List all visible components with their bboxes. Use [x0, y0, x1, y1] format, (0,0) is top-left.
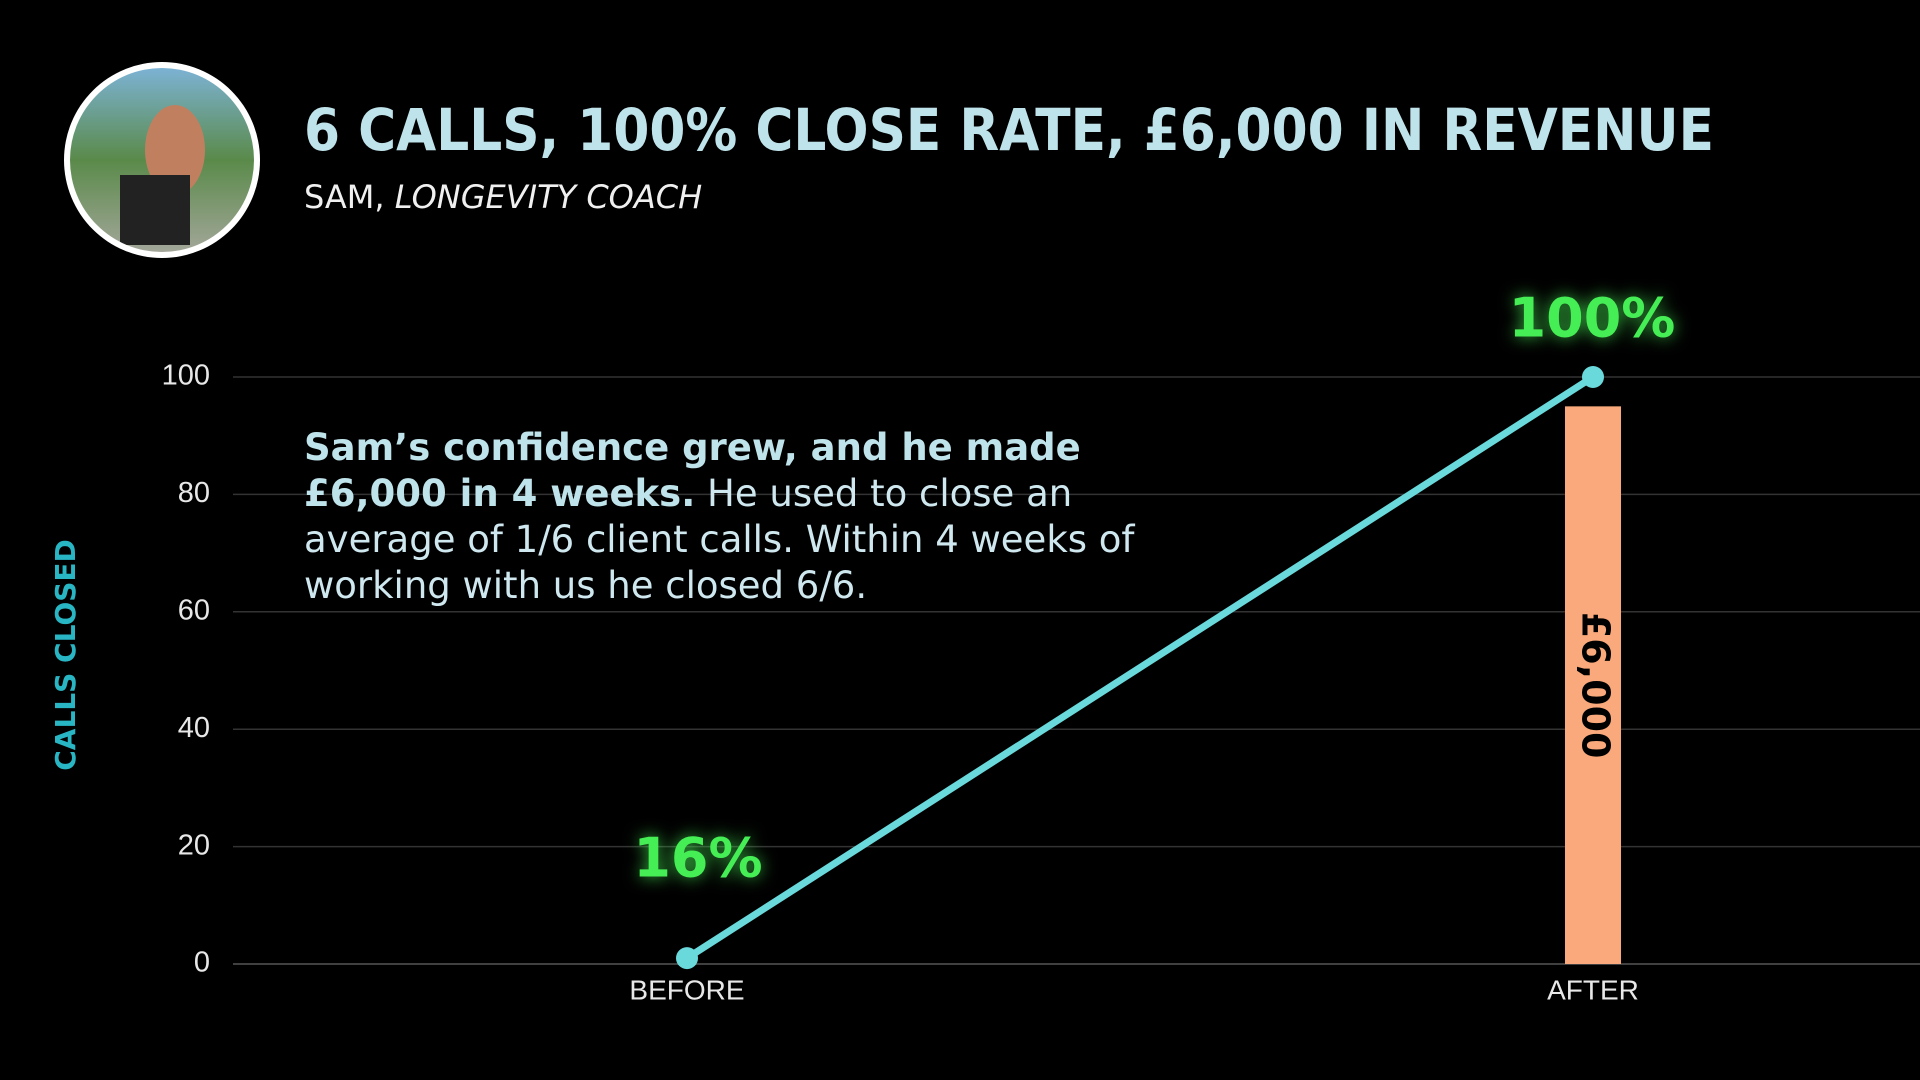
y-tick-label: 20: [178, 829, 210, 861]
subtitle-name: SAM,: [304, 178, 385, 216]
body: He used to close an average of 1/6 clien…: [304, 472, 1135, 607]
point: [676, 947, 698, 970]
y-tick-label: 80: [178, 477, 210, 509]
y-tick-label: 100: [162, 360, 210, 392]
point: [1582, 366, 1604, 388]
annotation: 100%: [1509, 287, 1676, 350]
chart-title: 6 CALLS, 100% CLOSE RATE, £6,000 IN REVE…: [304, 96, 1714, 164]
avatar: [64, 62, 260, 258]
body-text: Sam’s confidence grew, and he made £6,00…: [304, 425, 1204, 609]
y-tick-label: 40: [178, 712, 210, 744]
subtitle-role: LONGEVITY COACH: [395, 178, 702, 216]
x-tick-label: BEFORE: [629, 974, 744, 1005]
y-tick-label: 0: [194, 947, 210, 979]
annotation: 16%: [633, 827, 762, 890]
x-tick-label: AFTER: [1547, 974, 1639, 1005]
body-bold: Sam’s confidence grew, and he made £6,00…: [304, 426, 1081, 515]
y-axis-label: CALLS CLOSED: [49, 539, 82, 771]
bar-label: £6,000: [1574, 612, 1618, 759]
bar: [1565, 406, 1621, 965]
y-tick-label: 60: [178, 594, 210, 626]
subtitle: SAM, LONGEVITY COACH: [304, 178, 702, 216]
line: [685, 374, 1595, 962]
